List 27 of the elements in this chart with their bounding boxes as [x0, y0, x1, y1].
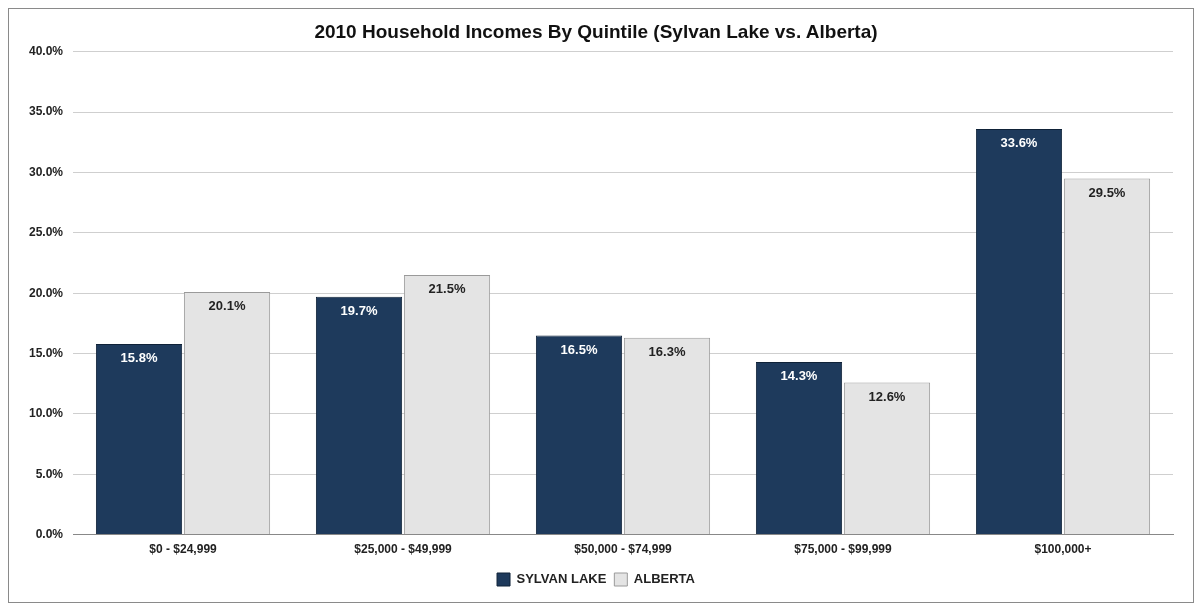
data-label: 14.3% — [780, 368, 818, 384]
legend-label: ALBERTA — [633, 571, 696, 587]
x-tick-label: $100,000+ — [1034, 542, 1092, 557]
data-label: 16.3% — [648, 343, 686, 359]
data-label: 29.5% — [1088, 184, 1126, 200]
y-tick-label: 15.0% — [28, 345, 64, 360]
data-label: 12.6% — [868, 388, 906, 404]
y-tick-label: 30.0% — [28, 164, 64, 179]
y-tick-label: 35.0% — [28, 104, 64, 119]
y-tick-label: 40.0% — [28, 44, 64, 59]
data-label: 20.1% — [208, 298, 246, 314]
x-tick-label: $50,000 - $74,999 — [574, 542, 673, 557]
y-tick-label: 5.0% — [35, 466, 64, 481]
legend-label: SYLVAN LAKE — [516, 571, 607, 587]
x-tick-label: $75,000 - $99,999 — [794, 542, 893, 557]
y-tick-label: 10.0% — [28, 406, 64, 421]
data-label: 16.5% — [560, 341, 598, 357]
y-tick-label: 0.0% — [35, 526, 64, 541]
x-tick-label: $25,000 - $49,999 — [354, 542, 453, 557]
chart-title: 2010 Household Incomes By Quintile (Sylvan Lake vs. Alberta) — [314, 20, 878, 42]
x-tick-label: $0 - $24,999 — [149, 542, 218, 557]
data-label: 19.7% — [340, 302, 378, 318]
y-tick-label: 20.0% — [28, 285, 64, 300]
data-label: 33.6% — [1000, 135, 1038, 151]
y-tick-label: 25.0% — [28, 225, 64, 240]
data-label: 15.8% — [120, 349, 158, 365]
data-label: 21.5% — [428, 281, 466, 297]
